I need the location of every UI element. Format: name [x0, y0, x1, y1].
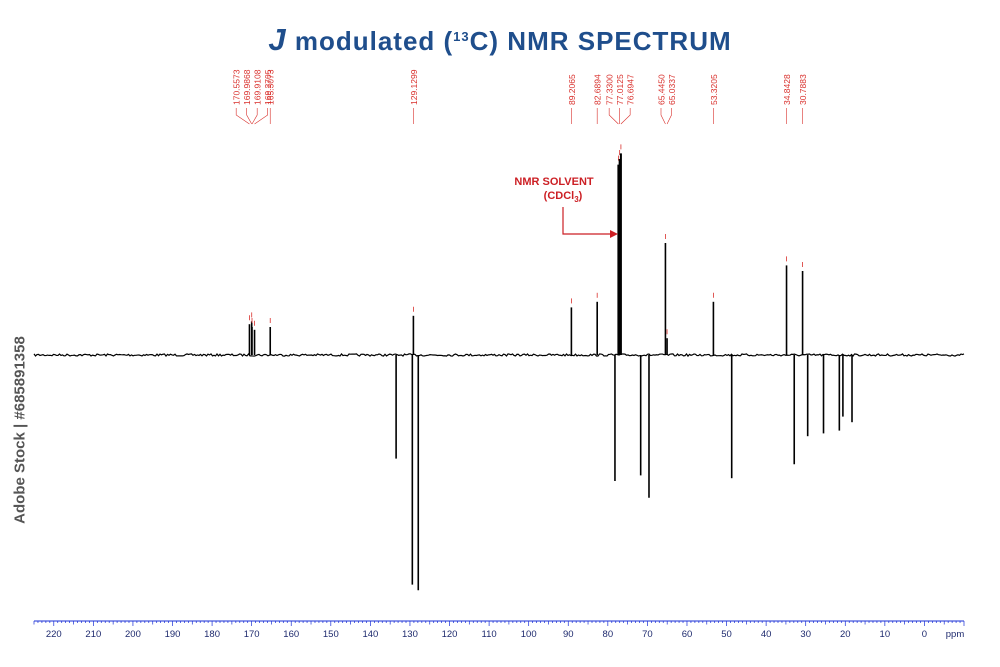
peak-label-connector — [666, 108, 672, 125]
x-tick-label: 140 — [362, 629, 378, 640]
solvent-annotation-line2: (CDCl3) — [544, 190, 583, 204]
peak-label: 30.7883 — [798, 74, 808, 105]
solvent-formula-subscript: 3 — [574, 195, 579, 204]
peak-label: 169.9868 — [242, 69, 252, 105]
x-tick-label: 100 — [521, 629, 537, 640]
x-tick-label: 110 — [482, 629, 497, 640]
solvent-formula-prefix: (CDCl — [544, 190, 575, 202]
x-tick-label: 10 — [880, 629, 891, 640]
title-text-before: modulated ( — [286, 26, 454, 56]
x-tick-label: 90 — [563, 629, 574, 640]
spectrum-baseline — [33, 352, 965, 358]
title-italic-letter: J — [268, 22, 287, 57]
solvent-annotation: NMR SOLVENT (CDCl3) — [514, 176, 618, 238]
peak-label: 129.1299 — [409, 69, 419, 105]
peak-label-connector — [235, 108, 250, 125]
x-tick-label: 30 — [800, 629, 811, 640]
x-tick-label: 150 — [323, 629, 339, 640]
x-tick-label: 170 — [244, 629, 260, 640]
peak-label: 170.5573 — [232, 69, 242, 105]
peak-label-connector — [660, 108, 666, 125]
x-tick-label: 40 — [761, 629, 772, 640]
peak-label: 76.6947 — [626, 74, 636, 105]
peak-label: 77.0125 — [615, 74, 625, 105]
peak-label-connector — [608, 108, 619, 125]
solvent-annotation-line1: NMR SOLVENT — [514, 176, 594, 188]
x-tick-label: 20 — [840, 629, 851, 640]
peak-label: 169.9108 — [253, 69, 263, 105]
x-tick-label: 60 — [682, 629, 693, 640]
peak-label-connector — [251, 108, 258, 125]
x-tick-label: 80 — [603, 629, 614, 640]
spectrum-group — [33, 144, 965, 591]
peak-label: 89.2065 — [567, 74, 577, 105]
x-tick-label: 130 — [402, 629, 418, 640]
x-tick-label: 70 — [642, 629, 653, 640]
peak-label: 169.2705 — [263, 69, 273, 105]
x-tick-label: 220 — [46, 629, 62, 640]
peak-label: 65.4450 — [656, 74, 666, 105]
title-isotope-superscript: 13 — [453, 29, 470, 44]
solvent-formula-suffix: ) — [579, 190, 583, 202]
x-axis-unit-label: ppm — [946, 629, 965, 640]
x-axis: 220 210 200 190 180 170 160 150 140 130 120 110 100 9… — [33, 620, 965, 640]
solvent-arrow — [562, 207, 612, 235]
x-tick-label: 200 — [125, 629, 141, 640]
peak-label: 65.0337 — [667, 74, 677, 105]
x-tick-label: 160 — [283, 629, 299, 640]
peak-labels-group: 170.5573 169.9868 169.9108 169.2705165.3073… — [232, 69, 808, 125]
peak-label-connector — [246, 108, 252, 125]
x-tick-label: 50 — [721, 629, 732, 640]
peak-label: 34.8428 — [782, 74, 792, 105]
peak-label-connector — [620, 108, 631, 125]
x-tick-label: 190 — [165, 629, 181, 640]
peak-label: 82.6894 — [593, 74, 603, 105]
x-tick-label: 120 — [442, 629, 458, 640]
solvent-arrowhead — [610, 230, 618, 238]
x-tick-label: 180 — [204, 629, 220, 640]
chart-title: J modulated (13C) NMR SPECTRUM — [0, 22, 1000, 58]
peak-label: 77.3300 — [605, 74, 615, 105]
peak-label: 53.3205 — [709, 74, 719, 105]
x-tick-label: 210 — [85, 629, 101, 640]
x-tick-label: 0 — [922, 629, 927, 640]
title-text-after: C) NMR SPECTRUM — [469, 26, 732, 56]
peak-label: 165.3073 — [266, 69, 276, 105]
peak-label-connector — [254, 108, 268, 125]
